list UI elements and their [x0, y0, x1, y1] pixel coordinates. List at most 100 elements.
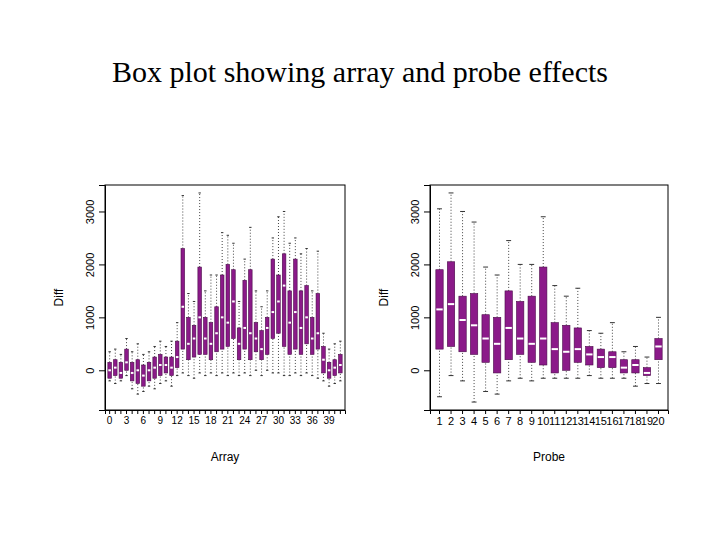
x-tick-mark [216, 410, 217, 414]
box-group [265, 291, 269, 370]
median [120, 372, 123, 374]
whisker-cap-lower [311, 375, 313, 376]
x-tick-mark [109, 410, 110, 414]
x-tick-mark [233, 410, 234, 414]
whisker-upper [635, 346, 636, 359]
whisker-upper [126, 339, 127, 350]
y-tick-label: 1000 [84, 306, 96, 330]
x-tick-label: 18 [629, 415, 641, 427]
whisker-cap-upper [137, 343, 139, 344]
box [136, 360, 140, 384]
whisker-lower [137, 384, 138, 395]
whisker-upper [312, 291, 313, 317]
box [322, 346, 326, 372]
whisker-cap-upper [305, 248, 307, 249]
whisker-cap-upper [108, 351, 110, 352]
whisker-lower [210, 360, 211, 373]
whisker-upper [646, 357, 647, 368]
whisker-upper [589, 331, 590, 347]
x-tick-mark [317, 410, 318, 414]
x-tick [115, 410, 116, 414]
x-tick: 36 [307, 410, 319, 426]
box [249, 270, 253, 360]
whisker-upper [508, 241, 509, 291]
whisker-cap-lower [193, 378, 195, 379]
box-group [181, 196, 185, 373]
box-group [215, 275, 219, 376]
whisker-cap-lower [587, 375, 592, 376]
x-tick [149, 410, 150, 414]
whisker-cap-lower [495, 394, 500, 395]
median [322, 359, 325, 361]
whisker-upper [120, 354, 121, 362]
x-tick-mark [154, 410, 155, 414]
whisker-lower [485, 362, 486, 391]
x-tick-mark [143, 410, 144, 414]
whisker-lower [334, 376, 335, 384]
x-tick-mark [177, 410, 178, 414]
median [305, 316, 308, 318]
median [333, 367, 336, 369]
y-tick: 0 [84, 368, 105, 374]
whisker-cap-lower [449, 375, 454, 376]
x-tick-mark [278, 410, 279, 414]
x-tick-mark [566, 410, 567, 414]
x-tick: 0 [107, 410, 113, 426]
median [142, 375, 145, 377]
whisker-cap-lower [328, 386, 330, 387]
x-tick-label: 12 [560, 415, 572, 427]
x-tick-mark [199, 410, 200, 414]
box-group [130, 352, 134, 389]
whisker-cap-upper [131, 351, 133, 352]
box [339, 354, 343, 373]
box-group [153, 346, 157, 388]
whisker-cap-upper [260, 306, 262, 307]
whisker-cap-lower [176, 375, 178, 376]
x-tick-mark [600, 410, 601, 414]
x-tick: 18 [205, 410, 217, 426]
median [300, 327, 303, 329]
box [175, 341, 179, 367]
whisker-lower [474, 354, 475, 402]
x-tick-mark [239, 410, 240, 414]
x-tick: 20 [652, 410, 664, 427]
whisker-cap-lower [170, 386, 172, 387]
whisker-cap-upper [339, 341, 341, 342]
x-tick-mark [149, 410, 150, 414]
whisker-upper [227, 235, 228, 264]
whisker-lower [239, 360, 240, 376]
median [448, 303, 454, 305]
box [655, 339, 662, 360]
whisker-cap-upper [656, 317, 661, 318]
x-axis: 1234567891011121314151617181920 [431, 410, 669, 427]
whisker-cap-lower [437, 396, 442, 397]
whisker-lower [646, 376, 647, 384]
x-tick-label: 30 [273, 415, 285, 426]
y-tick-mark [424, 211, 430, 212]
chart-page: Box plot showing array and probe effects… [0, 0, 720, 540]
y-axis: 0100020003000 [409, 186, 431, 411]
x-tick [300, 410, 301, 414]
box-group [551, 286, 558, 379]
median [187, 343, 190, 345]
median [170, 367, 173, 369]
box-group [505, 241, 512, 381]
whisker-cap-lower [610, 378, 615, 379]
box-group [282, 211, 286, 375]
box [563, 325, 570, 370]
median [176, 356, 179, 358]
box-group [470, 222, 477, 402]
whisker-cap-upper [277, 216, 279, 217]
whisker-cap-upper [193, 301, 195, 302]
median [328, 369, 331, 371]
x-tick-label: 13 [572, 415, 584, 427]
whisker-lower [329, 378, 330, 386]
whisker-cap-lower [114, 383, 116, 384]
whisker-cap-lower [232, 372, 234, 373]
box-group [192, 301, 196, 378]
x-tick: 19 [641, 410, 653, 427]
whisker-lower [566, 370, 567, 378]
y-tick-mark [99, 370, 105, 371]
whisker-cap-upper [283, 211, 285, 212]
box-group [574, 288, 581, 378]
